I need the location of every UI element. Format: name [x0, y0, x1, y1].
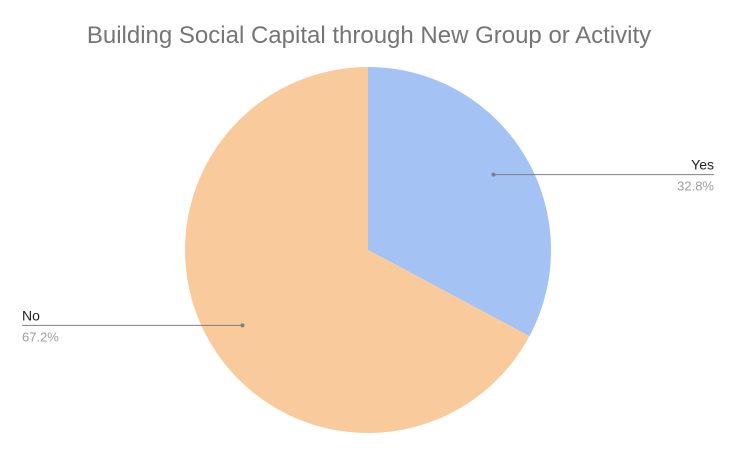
slice-label-yes: Yes	[691, 157, 714, 173]
slice-label-no: No	[22, 307, 40, 323]
slice-percent-no: 67.2%	[22, 329, 59, 344]
slice-percent-yes: 32.8%	[677, 179, 714, 194]
chart-title: Building Social Capital through New Grou…	[86, 22, 652, 49]
pie-slice-yes	[368, 67, 552, 337]
pie-slice-no	[184, 67, 530, 433]
